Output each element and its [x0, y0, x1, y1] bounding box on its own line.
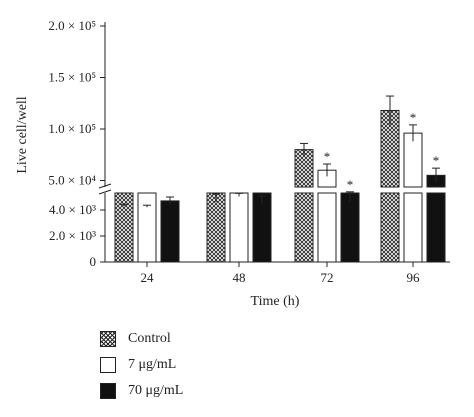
legend-swatch-70ug: [100, 383, 116, 399]
x-tick-label: 24: [141, 270, 155, 285]
legend-label-control: Control: [128, 331, 171, 346]
significance-star: *: [433, 153, 440, 168]
x-tick-label: 48: [233, 270, 246, 285]
significance-star: *: [347, 177, 354, 192]
legend-swatch-7ug: [100, 357, 116, 373]
y-tick-label: 1.5 × 10⁵: [48, 70, 96, 85]
y-tick-label: 2.0 × 10⁵: [48, 18, 96, 33]
legend-item-70ug: 70 μg/mL: [100, 379, 183, 403]
x-axis-label: Time (h): [251, 294, 300, 309]
bar: [380, 192, 400, 263]
bar: [317, 192, 337, 263]
y-tick-label: 0: [90, 254, 97, 269]
x-tick-label: 96: [407, 270, 421, 285]
legend: Control 7 μg/mL 70 μg/mL: [100, 327, 183, 405]
bar: [340, 192, 360, 263]
y-tick-label: 5.0 × 10⁴: [48, 173, 96, 188]
x-tick-label: 72: [321, 270, 334, 285]
significance-star: *: [324, 149, 331, 164]
legend-label-70ug: 70 μg/mL: [128, 383, 184, 398]
y-tick-label: 2.0 × 10³: [49, 228, 96, 243]
significance-star: *: [410, 110, 417, 125]
bar: [206, 192, 226, 263]
chart-bars: * * * *: [114, 95, 446, 263]
bar: [426, 192, 446, 263]
axis-break-mark: [98, 189, 112, 195]
bar: [160, 200, 180, 263]
legend-item-control: Control: [100, 327, 183, 351]
y-tick-label: 4.0 × 10³: [49, 202, 96, 217]
legend-item-7ug: 7 μg/mL: [100, 353, 183, 377]
bar: [114, 192, 134, 263]
bar: [252, 192, 272, 263]
bar: [137, 192, 157, 263]
legend-label-7ug: 7 μg/mL: [128, 357, 177, 372]
legend-swatch-control: [100, 331, 116, 347]
chart-axes: 5.0 × 10⁴ 1.0 × 10⁵ 1.5 × 10⁵ 2.0 × 10⁵ 0 2.0…: [48, 18, 450, 285]
bar: [229, 192, 249, 263]
bar-chart: 5.0 × 10⁴ 1.0 × 10⁵ 1.5 × 10⁵ 2.0 × 10⁵ 0 2.0…: [15, 18, 450, 309]
y-tick-label: 1.0 × 10⁵: [48, 121, 96, 136]
bar: [294, 192, 314, 263]
bar: [403, 192, 423, 263]
axis-break-mark: [98, 183, 112, 189]
y-axis-label: Live cell/well: [15, 96, 30, 173]
